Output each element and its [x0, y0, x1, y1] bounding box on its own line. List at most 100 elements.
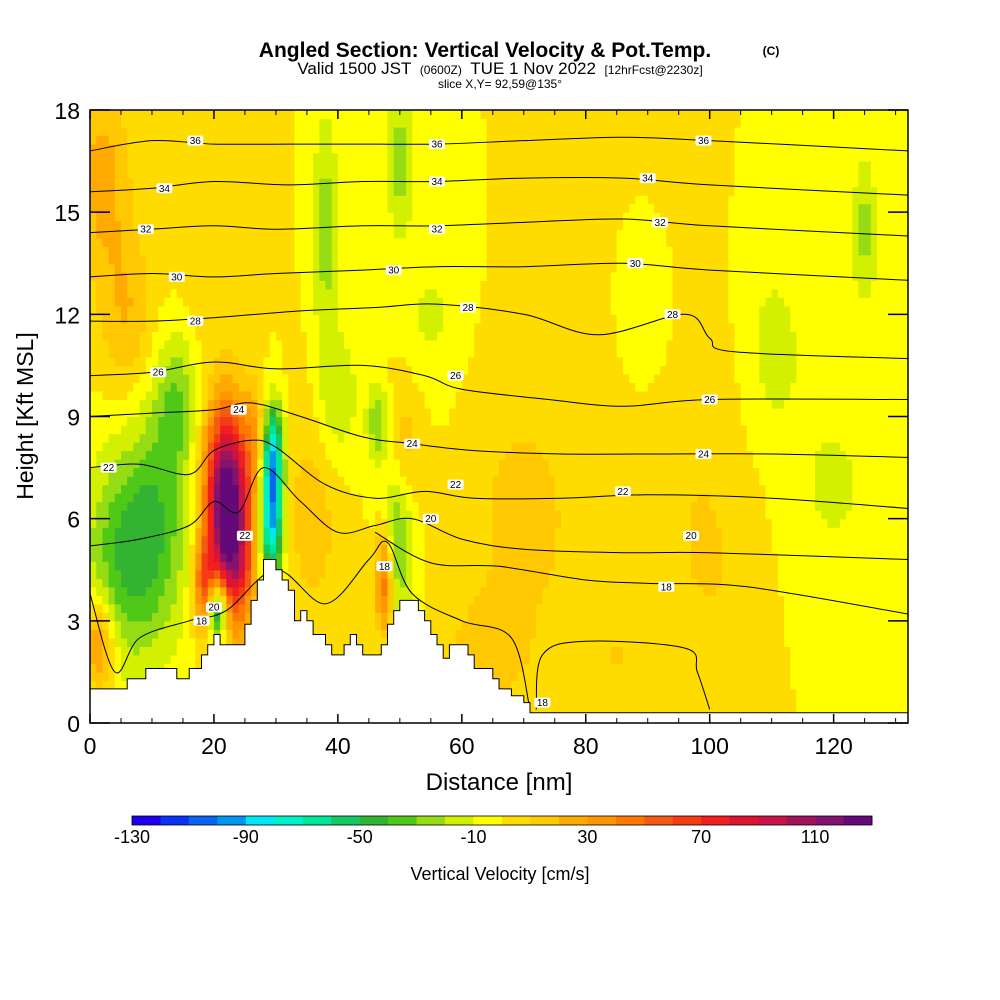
velocity-cell [895, 578, 903, 588]
velocity-cell [238, 578, 246, 588]
velocity-cell [753, 476, 760, 486]
velocity-cell [591, 671, 599, 682]
velocity-cell [406, 416, 413, 426]
velocity-cell [678, 578, 686, 588]
velocity-cell [306, 450, 314, 460]
velocity-cell [449, 518, 457, 528]
velocity-cell [356, 603, 364, 613]
velocity-cell [833, 629, 841, 639]
velocity-cell [127, 663, 134, 673]
velocity-cell [319, 433, 327, 443]
velocity-cell [629, 561, 636, 571]
velocity-cell [108, 416, 116, 426]
velocity-cell [858, 442, 866, 452]
velocity-cell [201, 569, 209, 579]
velocity-cell [368, 595, 376, 605]
velocity-cell [759, 535, 767, 545]
velocity-cell [889, 535, 897, 545]
velocity-cell [591, 646, 599, 656]
velocity-cell [877, 535, 884, 545]
velocity-cell [895, 688, 903, 699]
velocity-cell [629, 705, 636, 716]
velocity-cell [170, 654, 178, 664]
velocity-cell [604, 620, 612, 630]
velocity-cell [647, 450, 655, 460]
velocity-cell [709, 425, 717, 435]
velocity-cell [796, 620, 804, 630]
velocity-cell [251, 510, 258, 520]
velocity-cell [678, 510, 686, 520]
velocity-cell [839, 467, 847, 477]
velocity-cell [542, 663, 550, 673]
velocity-cell [96, 552, 103, 562]
velocity-cell [393, 569, 401, 579]
velocity-cell [709, 535, 717, 545]
velocity-cell [244, 595, 252, 605]
velocity-cell [808, 459, 816, 469]
velocity-cell [591, 518, 599, 528]
velocity-cell [883, 561, 891, 571]
velocity-cell [139, 612, 147, 622]
velocity-cell [889, 569, 897, 579]
velocity-cell [213, 433, 221, 443]
velocity-cell [480, 467, 488, 477]
velocity-cell [877, 697, 884, 707]
velocity-cell [337, 535, 345, 545]
velocity-cell [232, 603, 240, 613]
velocity-cell [883, 510, 891, 520]
velocity-cell [90, 620, 97, 630]
velocity-cell [325, 399, 333, 409]
velocity-cell [164, 493, 172, 503]
velocity-cell [560, 544, 568, 554]
velocity-cell [852, 467, 860, 477]
velocity-cell [133, 476, 141, 486]
velocity-cell [660, 407, 667, 418]
velocity-cell [375, 586, 382, 596]
velocity-cell [560, 442, 568, 452]
velocity-cell [653, 578, 661, 588]
velocity-cell [133, 671, 141, 682]
velocity-cell [703, 425, 711, 435]
velocity-cell [139, 518, 147, 528]
velocity-cell [468, 603, 475, 613]
velocity-cell [684, 637, 692, 647]
velocity-cell [418, 476, 426, 486]
velocity-cell [486, 595, 494, 605]
velocity-cell [839, 569, 847, 579]
velocity-cell [356, 399, 364, 409]
velocity-cell [542, 595, 550, 605]
velocity-cell [666, 433, 674, 443]
velocity-cell [220, 510, 227, 520]
velocity-cell [517, 688, 525, 699]
velocity-cell [523, 637, 531, 647]
velocity-cell [697, 705, 705, 716]
velocity-cell [734, 518, 742, 528]
velocity-cell [591, 586, 599, 596]
velocity-cell [877, 450, 884, 460]
velocity-cell [108, 680, 116, 690]
velocity-cell [641, 629, 649, 639]
velocity-cell [399, 476, 407, 486]
velocity-cell [641, 459, 649, 469]
velocity-cell [356, 629, 364, 639]
velocity-cell [784, 450, 791, 460]
velocity-cell [697, 407, 705, 418]
velocity-cell [182, 637, 190, 647]
velocity-cell [895, 595, 903, 605]
velocity-cell [691, 629, 698, 639]
velocity-cell [833, 705, 841, 716]
velocity-cell [356, 467, 364, 477]
velocity-cell [895, 586, 903, 596]
velocity-cell [691, 637, 698, 647]
velocity-cell [350, 629, 358, 639]
velocity-cell [536, 586, 543, 596]
velocity-cell [499, 595, 506, 605]
velocity-cell [164, 586, 172, 596]
velocity-cell [170, 493, 178, 503]
velocity-cell [158, 467, 165, 477]
velocity-cell [133, 484, 141, 494]
velocity-cell [839, 705, 847, 716]
velocity-cell [901, 476, 908, 486]
velocity-cell [765, 450, 773, 460]
velocity-cell [678, 433, 686, 443]
